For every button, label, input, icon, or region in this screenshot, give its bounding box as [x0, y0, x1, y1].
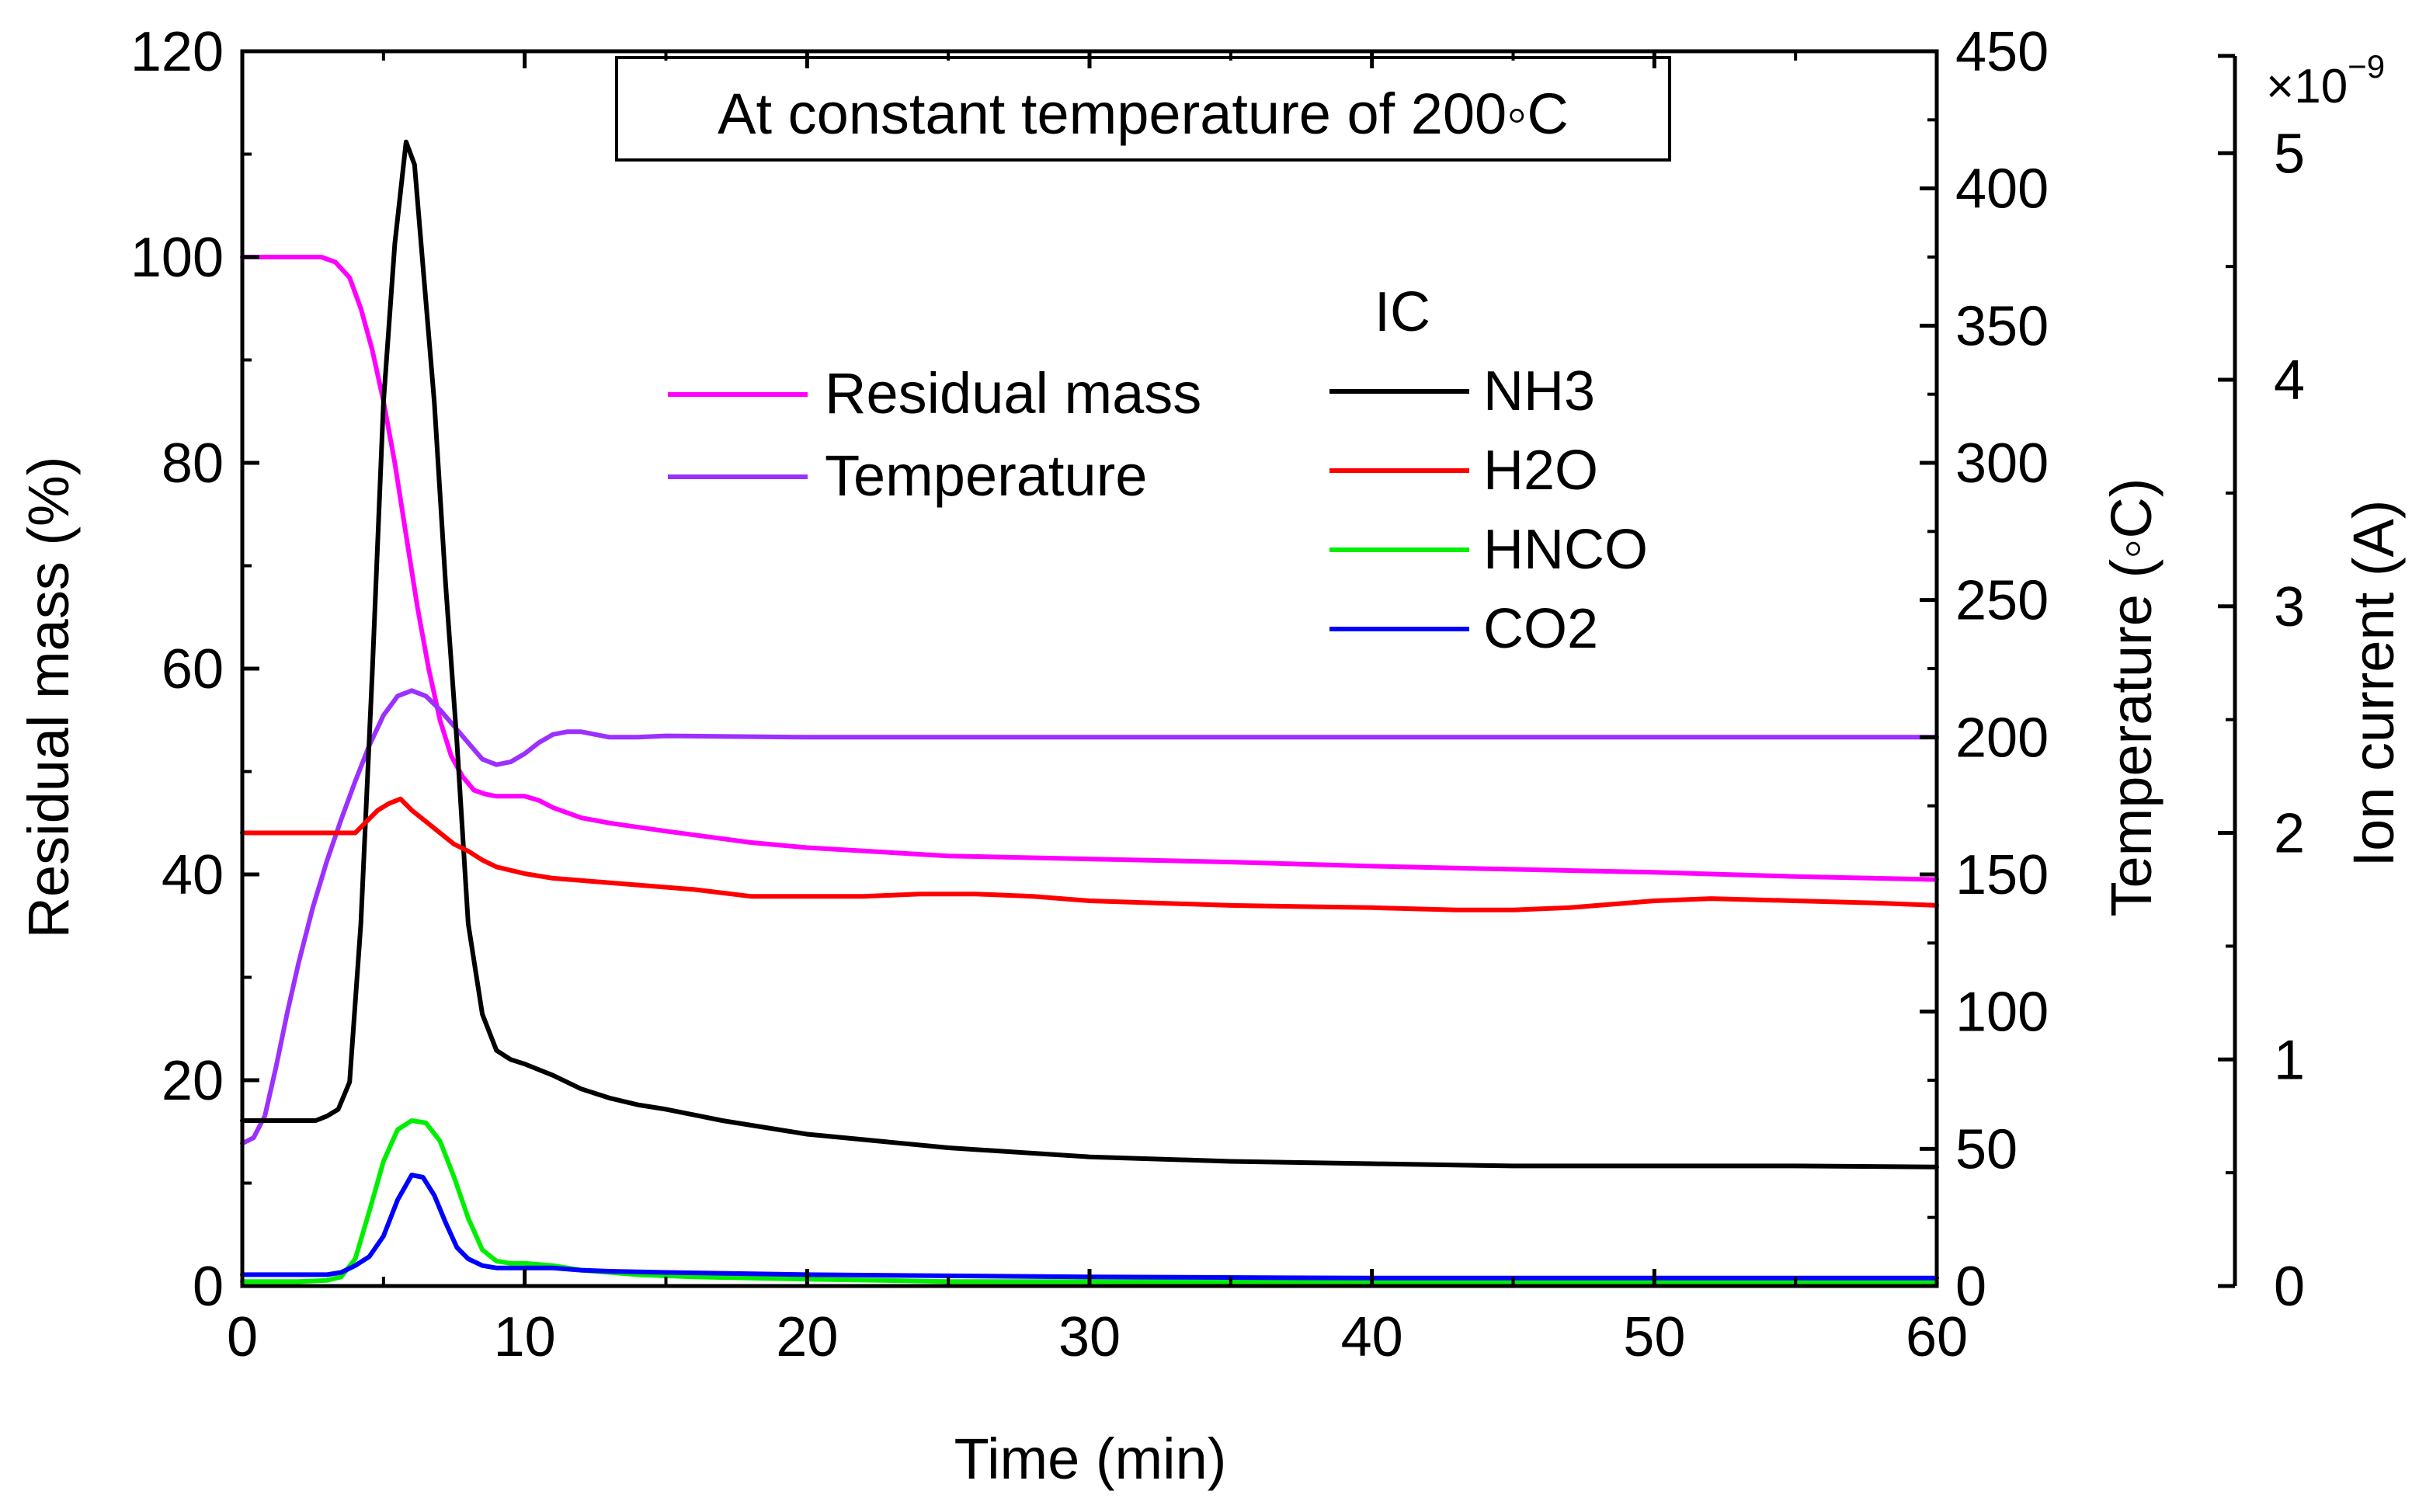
right-tick-label: 300	[1955, 433, 2049, 495]
title-box	[615, 56, 1671, 162]
x-tick-label: 10	[494, 1306, 556, 1368]
ion-tick-label: 0	[2274, 1256, 2305, 1318]
series-line-co2	[240, 1173, 1939, 1281]
ion-tick-label: 4	[2274, 349, 2305, 412]
legend-label-h2o: H2O	[1483, 440, 1598, 502]
left-axis-label: Residual mass (%)	[16, 457, 81, 939]
left-tick-label: 100	[130, 227, 224, 289]
ion-tick-label: 5	[2274, 123, 2305, 185]
series-line-residual-mass	[240, 255, 1939, 882]
series-line-nh3	[240, 139, 1939, 1170]
right-tick-label: 50	[1955, 1118, 2018, 1180]
legend-label-temperature: Temperature	[825, 443, 1147, 508]
right-tick-label: 100	[1955, 982, 2049, 1044]
axes-layer: 0 10 20 30 40 50 60020406080100120050100150200…	[130, 21, 2305, 1368]
ion-tick-label: 2	[2274, 803, 2305, 865]
x-tick-label: 0	[227, 1306, 258, 1368]
left-tick-label: 80	[162, 433, 224, 495]
series-layer	[240, 139, 1939, 1285]
chart-title: At constant temperature of 200◦C	[718, 82, 1569, 146]
x-axis-label: Time (min)	[954, 1427, 1227, 1491]
legend-label-nh3: NH3	[1483, 360, 1595, 422]
legend-group-title: IC	[1375, 281, 1430, 343]
ion-tick-label: 3	[2274, 576, 2305, 638]
ion-tick-label: 1	[2274, 1029, 2305, 1091]
legend: IC Residual mass Temperature NH3 H2O HNC…	[668, 281, 1648, 660]
x-tick-label: 60	[1906, 1306, 1968, 1368]
right-tick-label: 450	[1955, 21, 2049, 83]
x-tick-label: 20	[776, 1306, 838, 1368]
x-tick-label: 50	[1623, 1306, 1685, 1368]
multiplier-base: ×10	[2266, 60, 2348, 113]
series-line-temperature	[240, 688, 1939, 1146]
left-tick-label: 120	[130, 21, 224, 83]
x-tick-label: 30	[1058, 1306, 1121, 1368]
legend-label-co2: CO2	[1483, 598, 1598, 660]
far-right-axis-label: Ion current (A)	[2341, 500, 2406, 867]
left-tick-label: 20	[162, 1050, 224, 1112]
ion-current-multiplier: ×10−9	[2266, 48, 2385, 113]
multiplier-exponent: −9	[2348, 48, 2385, 85]
right-tick-label: 250	[1955, 570, 2049, 632]
right-tick-label: 150	[1955, 844, 2049, 906]
left-tick-label: 60	[162, 638, 224, 700]
right-tick-label: 0	[1955, 1256, 1986, 1318]
right-axis-label: Temperature (◦C)	[2099, 478, 2164, 917]
right-tick-label: 400	[1955, 158, 2049, 221]
legend-label-hnco: HNCO	[1483, 519, 1648, 581]
left-tick-label: 40	[162, 844, 224, 906]
x-tick-label: 40	[1341, 1306, 1403, 1368]
series-line-h2o	[240, 796, 1939, 912]
right-tick-label: 200	[1955, 707, 2049, 769]
legend-label-residual-mass: Residual mass	[825, 361, 1201, 426]
left-tick-label: 0	[193, 1256, 224, 1318]
right-tick-label: 350	[1955, 295, 2049, 357]
